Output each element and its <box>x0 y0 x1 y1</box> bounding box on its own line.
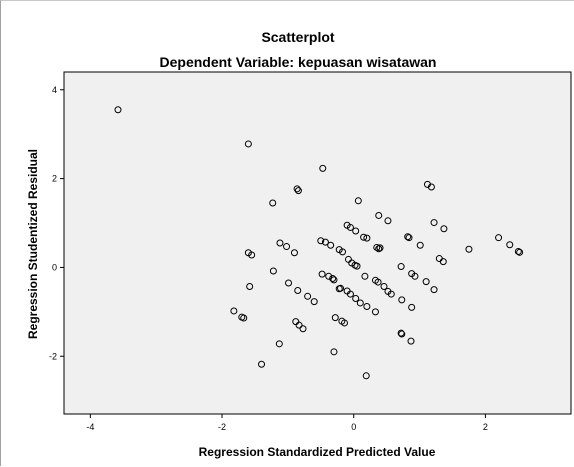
data-point <box>361 272 369 280</box>
data-point <box>405 234 413 242</box>
data-point <box>495 234 503 242</box>
data-point <box>371 308 379 316</box>
data-point <box>387 290 395 298</box>
data-points <box>114 106 524 380</box>
data-point <box>246 283 254 291</box>
x-tick-label: -2 <box>218 422 226 432</box>
data-point <box>430 219 438 227</box>
data-point <box>354 197 362 205</box>
data-point <box>408 303 416 311</box>
y-axis-label: Regression Studentized Residual <box>26 149 40 339</box>
data-point <box>422 278 430 286</box>
data-point <box>514 247 522 255</box>
data-point <box>299 325 307 333</box>
chart-title: Scatterplot <box>261 29 334 45</box>
data-point <box>430 286 438 294</box>
plot-area <box>63 71 572 415</box>
data-point <box>380 283 388 291</box>
data-point <box>317 237 325 245</box>
data-point <box>398 330 406 338</box>
data-point <box>275 340 283 348</box>
data-point <box>360 233 368 241</box>
data-point <box>285 279 293 287</box>
data-point <box>294 187 302 195</box>
data-point <box>397 329 405 337</box>
data-point <box>352 295 360 303</box>
y-tick-label: -2 <box>49 351 57 361</box>
data-point <box>363 303 371 311</box>
data-point <box>330 348 338 356</box>
data-point <box>439 258 447 266</box>
data-point <box>339 248 347 256</box>
data-point <box>244 140 252 148</box>
data-point <box>353 262 361 270</box>
data-point <box>310 298 318 306</box>
data-point <box>516 248 524 256</box>
data-point <box>362 372 370 380</box>
x-tick-label: -4 <box>86 422 94 432</box>
data-point <box>363 234 371 242</box>
y-tick-label: 2 <box>52 174 57 184</box>
data-point <box>346 290 354 298</box>
data-point <box>407 337 415 345</box>
data-point <box>240 314 248 322</box>
data-point <box>319 164 327 172</box>
data-point <box>373 243 381 251</box>
x-axis: -4 -2 0 2 <box>86 414 488 432</box>
data-point <box>375 245 383 253</box>
data-point <box>440 225 448 233</box>
data-point <box>290 249 298 257</box>
chart-subtitle: Dependent Variable: kepuasan wisatawan <box>160 54 437 70</box>
data-point <box>346 223 354 231</box>
data-point <box>376 244 384 252</box>
data-point <box>321 238 329 246</box>
data-point <box>404 233 412 241</box>
data-point <box>318 270 326 278</box>
data-point <box>427 183 435 191</box>
data-point <box>506 241 514 249</box>
data-point <box>384 217 392 225</box>
data-point <box>340 319 348 327</box>
data-point <box>330 276 338 284</box>
data-point <box>283 243 291 251</box>
data-point <box>375 211 383 219</box>
x-tick-label: 2 <box>483 422 488 432</box>
data-point <box>269 267 277 275</box>
y-tick-label: 0 <box>52 262 57 272</box>
data-point <box>352 227 360 235</box>
data-point <box>465 245 473 253</box>
data-point <box>248 251 256 259</box>
data-point <box>398 296 406 304</box>
data-point <box>356 299 364 307</box>
data-point <box>294 287 302 295</box>
data-point <box>325 272 333 280</box>
data-point <box>337 284 345 292</box>
y-tick-label: 4 <box>52 85 57 95</box>
data-point <box>331 314 339 322</box>
data-point <box>293 185 301 193</box>
data-point <box>295 321 303 329</box>
data-point <box>327 241 335 249</box>
data-point <box>114 106 122 114</box>
data-point <box>397 263 405 271</box>
y-axis: -2 0 2 4 <box>49 85 64 361</box>
data-point <box>329 275 337 283</box>
data-point <box>276 239 284 247</box>
x-tick-label: 0 <box>351 422 356 432</box>
data-point <box>411 272 419 280</box>
data-point <box>416 241 424 249</box>
data-point <box>304 292 312 300</box>
data-point <box>269 199 277 207</box>
data-point <box>230 307 238 315</box>
data-point <box>374 278 382 286</box>
x-axis-label: Regression Standardized Predicted Value <box>199 445 436 459</box>
data-point <box>258 360 266 368</box>
